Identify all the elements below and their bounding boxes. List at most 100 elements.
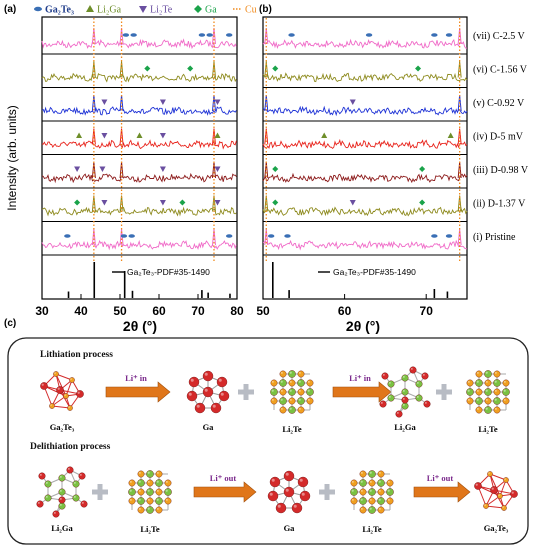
arrow-icon <box>193 481 257 503</box>
atom-highlight <box>494 380 497 383</box>
atom-highlight <box>298 407 301 410</box>
atom-highlight <box>218 378 222 382</box>
bond <box>485 505 505 509</box>
atom <box>288 388 296 396</box>
molecule-label: Li₂Ga <box>51 523 73 533</box>
atom-highlight <box>280 380 283 383</box>
panel-a-frame <box>41 16 238 300</box>
atom-highlight <box>387 498 390 501</box>
ga-marker-icon <box>74 199 81 206</box>
x-tick-label: 60 <box>152 304 166 318</box>
atom-highlight <box>378 489 381 492</box>
cu-peak <box>91 128 96 145</box>
atom-highlight <box>138 480 141 483</box>
cu-peak <box>119 61 124 78</box>
ga2te3-marker-icon <box>445 234 453 238</box>
atom <box>510 490 518 498</box>
atom-highlight <box>307 389 310 392</box>
cu-peak <box>91 27 96 45</box>
li2te-structure <box>128 470 172 514</box>
atom-highlight <box>204 388 208 392</box>
atom-highlight <box>196 404 200 408</box>
atom <box>279 406 287 414</box>
atom-highlight <box>165 489 168 492</box>
li2te-marker-icon <box>214 200 221 206</box>
atom <box>164 488 172 496</box>
atom-highlight <box>79 473 82 476</box>
atom <box>466 388 474 396</box>
atom-highlight <box>289 389 292 392</box>
x-tick-label: 60 <box>338 304 352 318</box>
atom-highlight <box>147 471 150 474</box>
ga-marker-icon <box>415 65 422 72</box>
atom <box>164 497 172 505</box>
x-axis-title-a: 2θ (°) <box>123 318 157 334</box>
ga-marker-icon <box>272 199 279 206</box>
cu-peak <box>119 195 124 212</box>
atom <box>270 379 278 387</box>
atom-highlight <box>504 478 506 480</box>
legend-li2ga-icon <box>86 5 94 12</box>
atom-highlight <box>289 380 292 383</box>
atom <box>493 379 501 387</box>
atom-highlight <box>378 498 381 501</box>
panel-b-plot: (vii) C-2.5 V (vi) C-1.56 V (v) C-0.92 V (i… <box>256 18 529 318</box>
atom-highlight <box>378 507 381 510</box>
ga-marker-icon <box>144 65 151 72</box>
ga-marker-icon <box>272 166 279 172</box>
atom <box>377 488 385 496</box>
li2ga-marker-icon <box>447 132 454 138</box>
xrd-trace <box>41 38 237 50</box>
legend-ga2te3-icon <box>34 6 42 12</box>
atom <box>306 379 314 387</box>
xrd-trace <box>262 172 468 184</box>
atom <box>297 397 305 405</box>
atom-highlight <box>73 481 76 484</box>
atom <box>368 479 376 487</box>
atom <box>279 397 287 405</box>
atom-highlight <box>271 398 274 401</box>
cu-peak <box>119 27 124 45</box>
atom <box>164 479 172 487</box>
atom <box>493 388 501 396</box>
atom-highlight <box>138 471 141 474</box>
atom <box>267 490 279 502</box>
atom <box>503 477 509 483</box>
li2te-structure <box>466 370 510 414</box>
atom-highlight <box>289 371 292 374</box>
atom <box>502 379 510 387</box>
atom <box>297 476 309 488</box>
atom-highlight <box>476 407 479 410</box>
atom-highlight <box>360 471 363 474</box>
ga2te3-marker-icon <box>226 33 233 37</box>
atom <box>288 379 296 387</box>
reaction-scheme: Ga₂Te₃ Li⁺ in Ga Li₂Te Li⁺ in Li₂Ga Li₂Te Li₂Ga… <box>36 366 518 534</box>
cu-peak <box>264 195 269 212</box>
atom-highlight <box>64 394 66 396</box>
plus-icon <box>92 484 108 500</box>
ga2te3-marker-icon <box>431 33 438 37</box>
atom-highlight <box>289 407 292 410</box>
atom <box>291 502 303 514</box>
cu-peak <box>457 27 462 45</box>
legend-label: Ga₂Te₃ <box>45 5 74 16</box>
atom <box>475 406 483 414</box>
atom <box>423 400 431 408</box>
li2ga-marker-icon <box>214 132 221 138</box>
atom-highlight <box>156 489 159 492</box>
atom-highlight <box>491 487 494 490</box>
cu-peak <box>211 27 216 45</box>
panel-a-plot: Ga₂Te₃-PDF#35-1490 30 40 50 60 70 80 <box>35 18 244 318</box>
atom <box>484 406 492 414</box>
atom <box>377 506 385 514</box>
atom-highlight <box>485 398 488 401</box>
cu-peak <box>91 195 96 212</box>
atom <box>128 479 136 487</box>
atom <box>359 488 367 496</box>
atom-highlight <box>156 480 159 483</box>
atom <box>58 488 66 496</box>
atom <box>466 379 474 387</box>
atom <box>409 366 417 374</box>
x-tick-label: 30 <box>35 304 49 318</box>
atom-highlight <box>494 398 497 401</box>
